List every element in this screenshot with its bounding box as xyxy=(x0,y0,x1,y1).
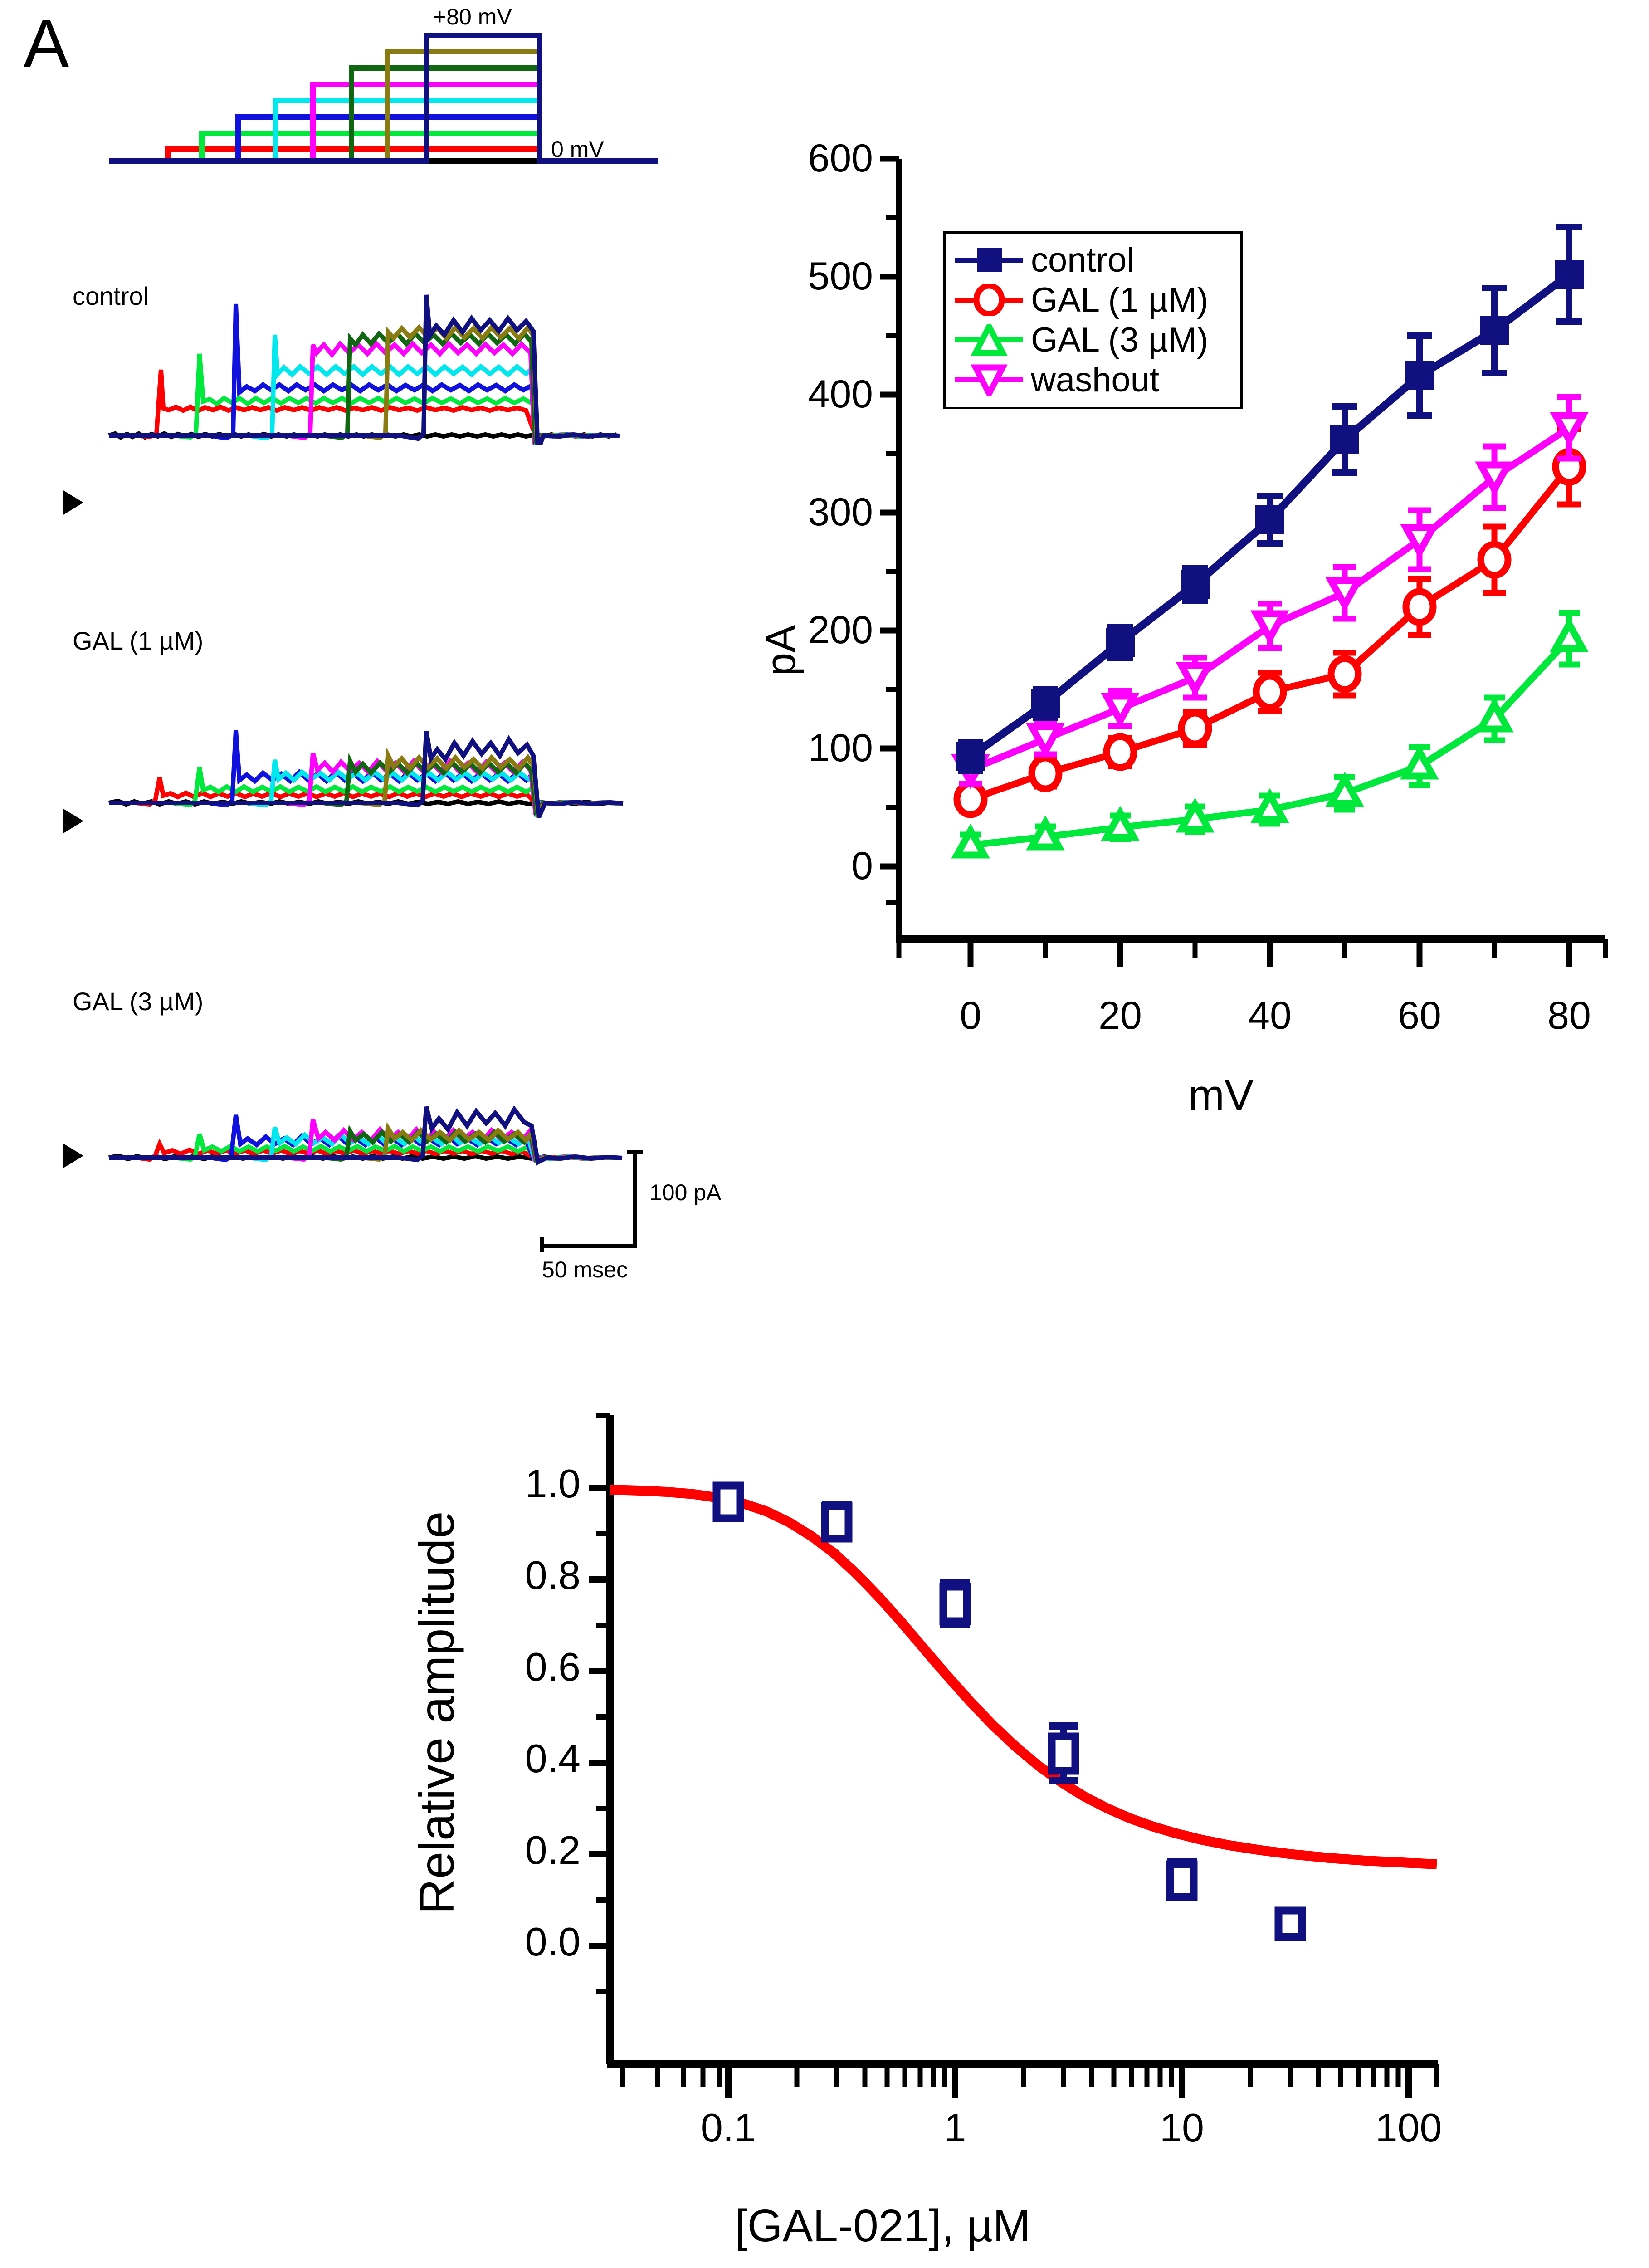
c-point-4 xyxy=(1166,1858,1198,1901)
legend-marker-gal1 xyxy=(955,284,1023,316)
c-xtick-10: 10 xyxy=(1160,2105,1204,2150)
legend-row-control[interactable]: control xyxy=(955,240,1229,280)
scalebar-vertical-top-cap xyxy=(627,1150,643,1154)
current-traces-control xyxy=(108,294,620,445)
legend-label-control: control xyxy=(1031,240,1135,279)
c-fit-curve xyxy=(610,1485,1437,1869)
b-xtick-0: 0 xyxy=(960,994,981,1037)
scalebar-horizontal xyxy=(540,1244,637,1248)
b-ytick-100: 100 xyxy=(808,726,873,770)
baseline-arrowhead-gal1 xyxy=(63,808,83,834)
legend-marker-gal3 xyxy=(955,324,1023,356)
current-traces-gal3 xyxy=(108,1105,623,1166)
c-point-0 xyxy=(712,1481,744,1522)
current-traces-gal1 xyxy=(108,730,624,819)
protocol-step-80 xyxy=(109,33,658,164)
legend-label-gal3: GAL (3 µM) xyxy=(1031,320,1209,359)
b-series-gal3 xyxy=(951,610,1589,859)
b-y-major-ticks xyxy=(880,156,899,870)
b-series-control xyxy=(956,224,1584,774)
protocol-holding-voltage-label: 0 mV xyxy=(551,137,604,162)
b-x-major-ticks xyxy=(967,939,1572,967)
c-y-major-ticks xyxy=(589,1485,610,1949)
legend-row-washout[interactable]: washout xyxy=(955,360,1229,400)
trace-label-gal3: GAL (3 µM) xyxy=(73,987,204,1016)
b-xtick-20: 20 xyxy=(1098,994,1142,1037)
c-ytick-02: 0.2 xyxy=(525,1828,581,1872)
c-ytick-08: 0.8 xyxy=(525,1553,581,1598)
c-axis-label-x: [GAL-021], µM xyxy=(735,2200,1031,2251)
c-point-5 xyxy=(1274,1906,1306,1941)
voltage-protocol-diagram xyxy=(109,33,658,164)
b-ytick-500: 500 xyxy=(808,254,873,298)
c-ytick-00: 0.0 xyxy=(525,1919,581,1964)
trace-label-control: control xyxy=(73,282,149,310)
c-x-minor-ticks xyxy=(620,2064,1439,2087)
c-xtick-01: 0.1 xyxy=(700,2105,756,2150)
baseline-arrowhead-control xyxy=(63,490,83,515)
c-ytick-04: 0.4 xyxy=(525,1736,581,1781)
b-legend: control GAL (1 µM) GAL (3 µM) xyxy=(943,231,1243,409)
b-ytick-300: 300 xyxy=(808,490,873,534)
c-plot-area xyxy=(589,1413,1439,2098)
legend-row-gal1[interactable]: GAL (1 µM) xyxy=(955,280,1229,320)
c-y-minor-ticks xyxy=(596,1413,610,1994)
c-xtick-100: 100 xyxy=(1375,2105,1442,2150)
b-ytick-400: 400 xyxy=(808,372,873,416)
b-xtick-60: 60 xyxy=(1398,994,1441,1037)
legend-marker-control xyxy=(955,244,1023,276)
scalebar-horizontal-left-cap xyxy=(540,1237,544,1252)
b-plot-area xyxy=(880,156,1608,967)
b-ytick-600: 600 xyxy=(808,137,873,180)
scalebar-vertical xyxy=(633,1150,637,1247)
legend-label-washout: washout xyxy=(1031,360,1160,399)
b-xtick-80: 80 xyxy=(1547,994,1591,1037)
scalebar-time-label: 50 msec xyxy=(542,1257,628,1282)
c-xtick-1: 1 xyxy=(944,2105,966,2150)
panel-a: A +80 mV 0 mV control GAL (1 µM) xyxy=(0,0,726,1293)
b-axis-label-x: mV xyxy=(1188,1071,1254,1119)
c-point-3 xyxy=(1048,1722,1079,1784)
panel-b-iv-chart: B 0 100 200 300 400 500 600 pA xyxy=(726,109,1649,1220)
panel-a-letter: A xyxy=(24,5,69,81)
b-y-minor-ticks xyxy=(886,215,899,905)
legend-label-gal1: GAL (1 µM) xyxy=(1031,280,1209,319)
c-ytick-06: 0.6 xyxy=(525,1644,581,1689)
scalebar-current-label: 100 pA xyxy=(649,1180,722,1205)
legend-row-gal3[interactable]: GAL (3 µM) xyxy=(955,320,1229,360)
panel-c-dose-response-chart: C 0.0 0.2 0.4 0.6 0.8 1.0 Relative ampli… xyxy=(376,1343,1465,2268)
b-axis-label-y: pA xyxy=(758,625,804,676)
b-ytick-200: 200 xyxy=(808,608,873,652)
protocol-top-voltage-label: +80 mV xyxy=(433,4,512,29)
c-data-points xyxy=(712,1481,1306,1941)
c-ytick-10: 1.0 xyxy=(525,1461,581,1506)
c-axis-label-y: Relative amplitude xyxy=(409,1511,464,1914)
c-point-2 xyxy=(939,1579,971,1628)
c-x-major-ticks xyxy=(725,2064,1412,2098)
b-xtick-40: 40 xyxy=(1248,994,1292,1037)
b-ytick-0: 0 xyxy=(851,844,873,888)
c-point-1 xyxy=(821,1501,853,1543)
trace-label-gal1: GAL (1 µM) xyxy=(73,626,204,655)
baseline-arrowhead-gal3 xyxy=(63,1143,83,1168)
legend-marker-washout xyxy=(955,364,1023,396)
b-x-minor-ticks xyxy=(896,939,1608,958)
